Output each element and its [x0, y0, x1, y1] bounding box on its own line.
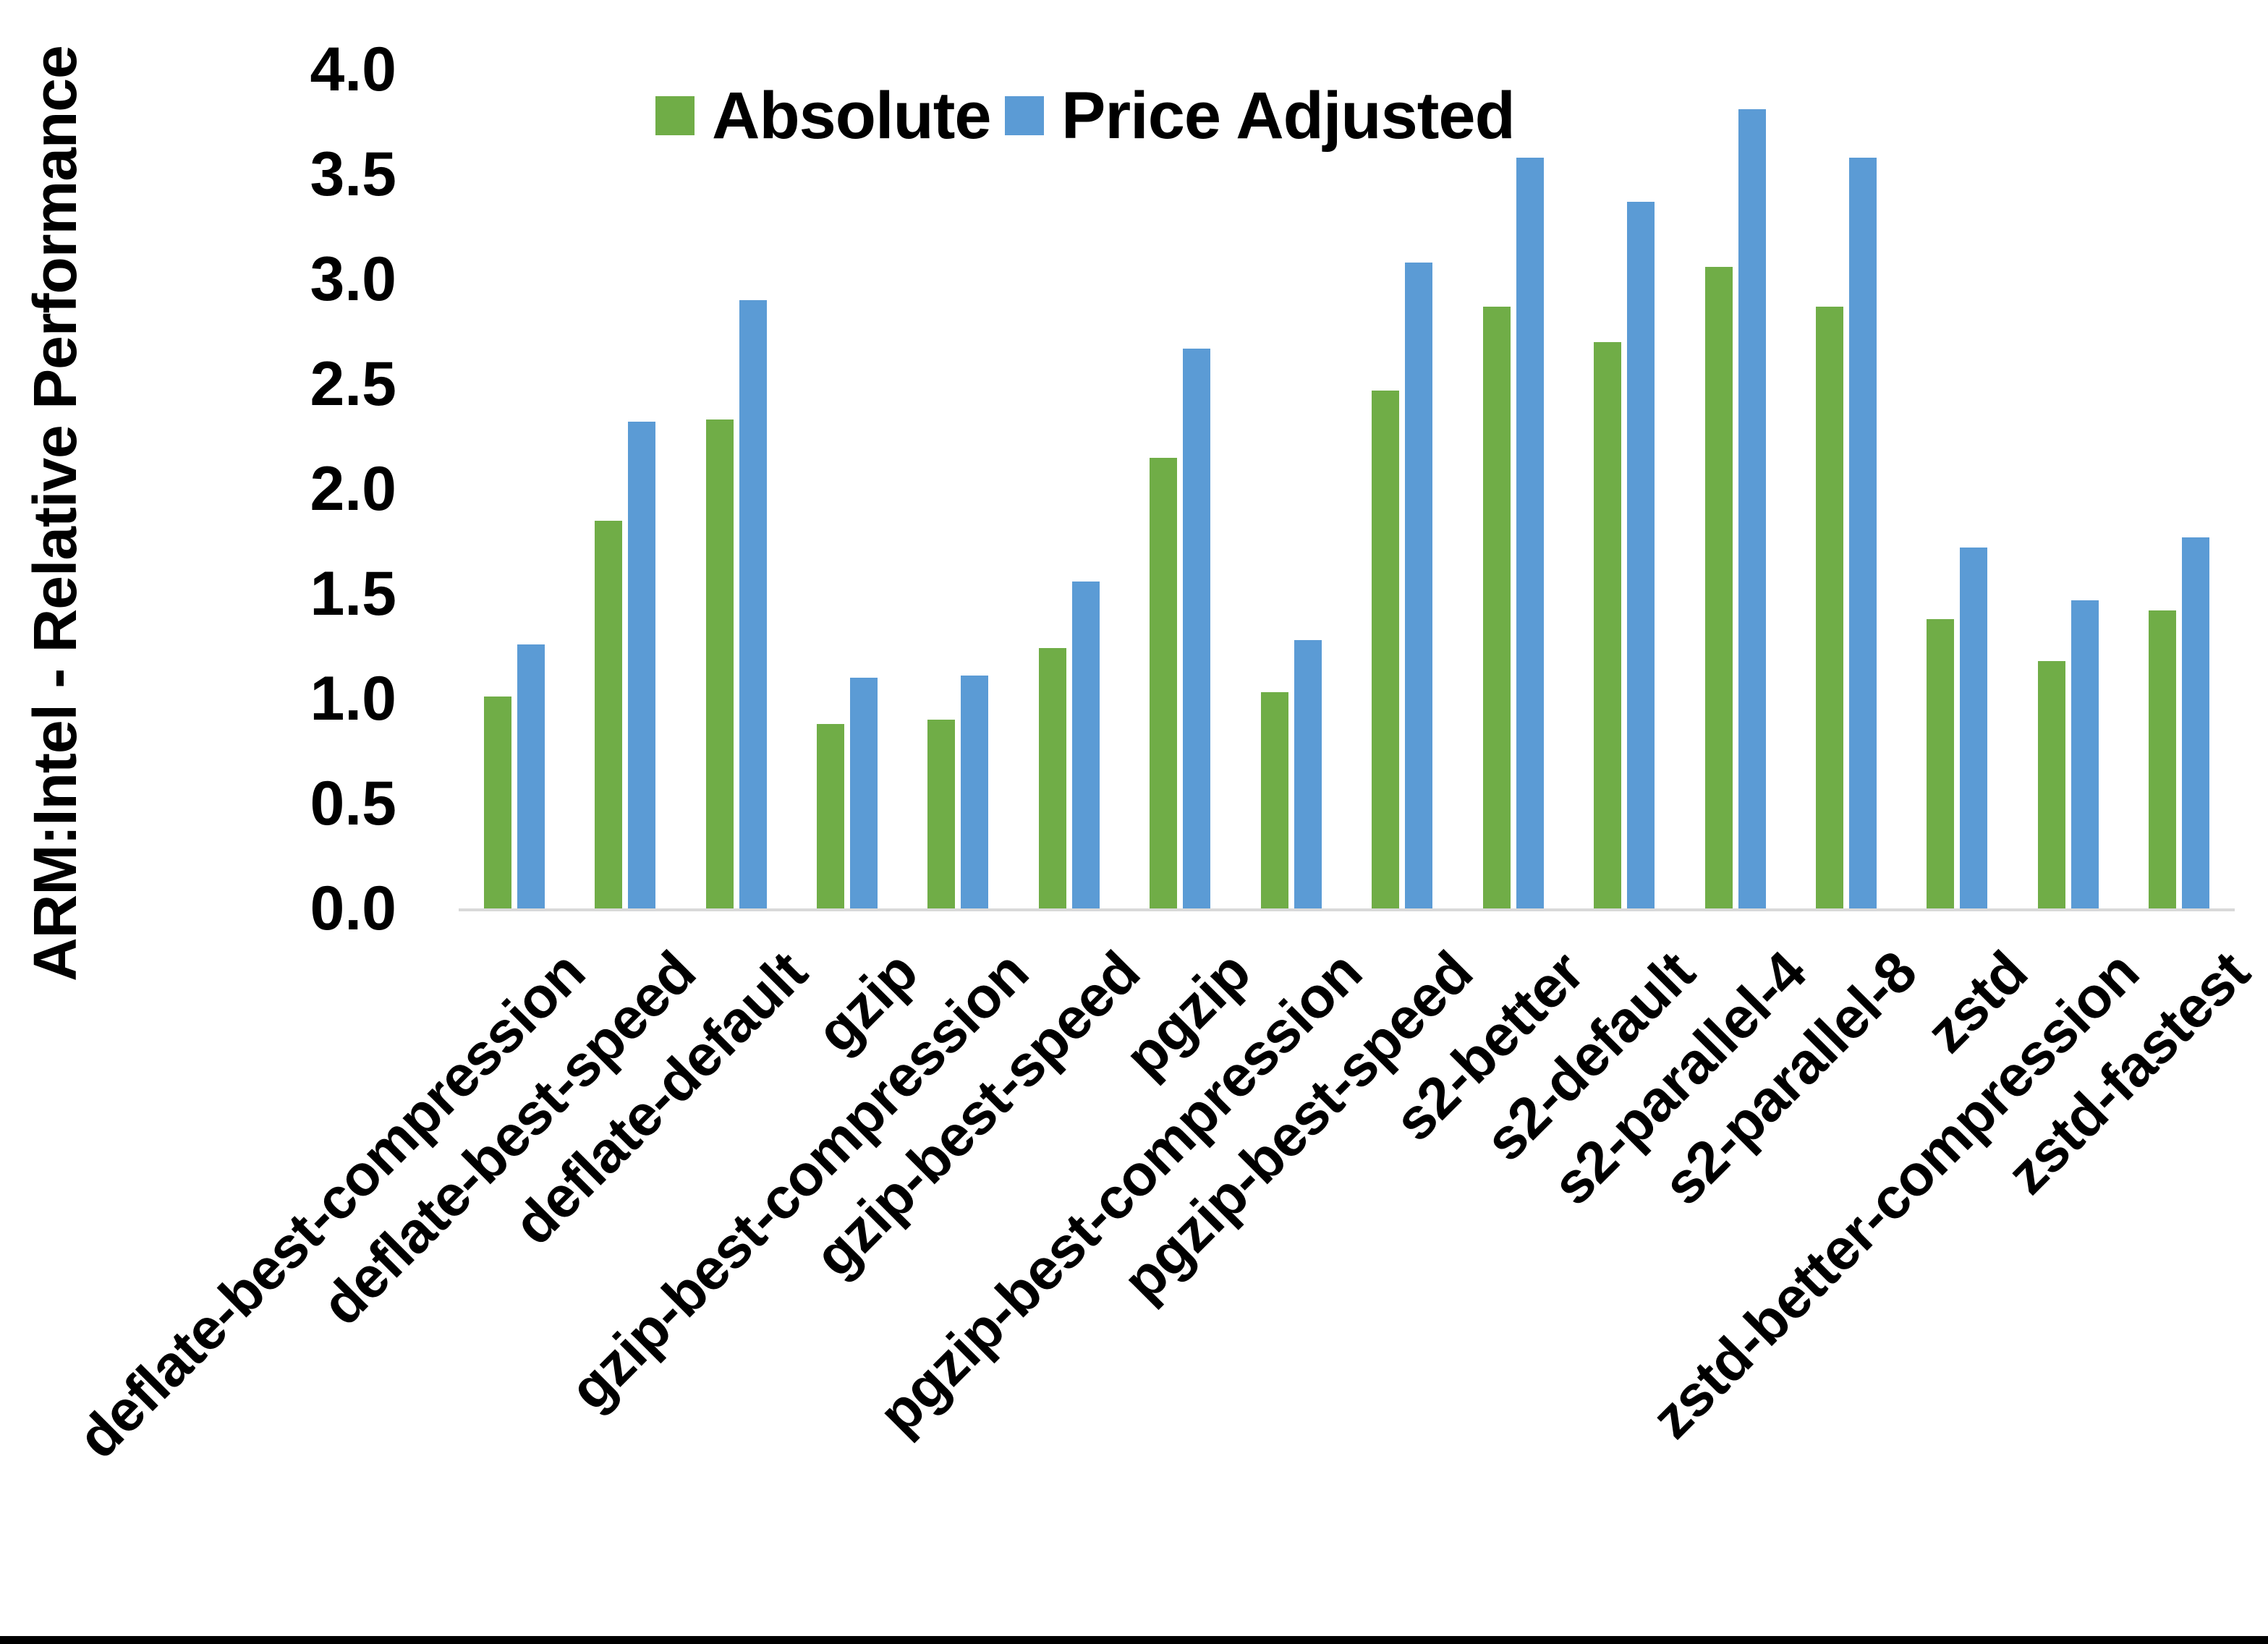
bar-zstd-better-compression-absolute — [2037, 660, 2065, 908]
bar-gzip-best-compression-absolute — [927, 720, 956, 908]
bar-zstd-absolute — [1927, 618, 1955, 908]
bar-s2-better-price-adjusted — [1516, 157, 1544, 908]
bar-s2-parallel-8-absolute — [1815, 306, 1843, 908]
y-tick-label: 2.0 — [310, 453, 396, 524]
y-tick-label: 4.0 — [310, 34, 396, 104]
y-tick-label: 2.5 — [310, 349, 396, 419]
bar-gzip-best-compression-price-adjusted — [961, 676, 989, 908]
bar-pgzip-best-speed-absolute — [1372, 390, 1400, 908]
bar-s2-parallel-4-absolute — [1704, 266, 1733, 908]
bar-pgzip-best-compression-absolute — [1260, 692, 1288, 908]
x-axis-line — [459, 908, 2235, 911]
y-tick-label: 1.0 — [310, 663, 396, 733]
legend-item-absolute: Absolute — [655, 79, 992, 153]
bar-deflate-default-absolute — [705, 419, 734, 908]
legend-label: Price Adjusted — [1061, 78, 1516, 153]
y-tick-label: 3.0 — [310, 244, 396, 314]
y-tick-label: 1.5 — [310, 558, 396, 629]
bar-pgzip-best-compression-price-adjusted — [1294, 639, 1322, 908]
bar-s2-default-absolute — [1594, 342, 1622, 908]
bar-s2-parallel-8-price-adjusted — [1848, 157, 1877, 908]
bar-s2-parallel-4-price-adjusted — [1738, 109, 1766, 908]
bar-zstd-better-compression-price-adjusted — [2070, 600, 2099, 908]
bar-deflate-best-compression-absolute — [483, 697, 511, 908]
bar-s2-default-price-adjusted — [1627, 201, 1655, 908]
bar-zstd-fastest-absolute — [2149, 610, 2177, 908]
y-axis-title: ARM:Intel - Relative Performance — [21, 46, 89, 981]
bottom-border — [0, 1636, 2268, 1644]
bar-pgzip-best-speed-price-adjusted — [1405, 262, 1433, 908]
y-tick-label: 0.5 — [310, 768, 396, 838]
legend-item-price-adjusted: Price Adjusted — [1005, 79, 1516, 153]
bar-pgzip-absolute — [1150, 457, 1178, 908]
legend-swatch-icon — [655, 96, 695, 135]
bar-gzip-best-speed-price-adjusted — [1071, 581, 1100, 908]
legend-label: Absolute — [712, 78, 992, 153]
bar-pgzip-price-adjusted — [1183, 348, 1211, 908]
y-tick-label: 0.0 — [310, 873, 396, 943]
legend-swatch-icon — [1005, 96, 1044, 135]
bar-deflate-best-speed-price-adjusted — [628, 422, 656, 908]
bar-gzip-best-speed-absolute — [1038, 648, 1066, 908]
bar-zstd-fastest-price-adjusted — [2182, 537, 2210, 908]
bar-deflate-best-speed-absolute — [595, 520, 623, 908]
bar-deflate-best-compression-price-adjusted — [517, 644, 545, 908]
y-tick-label: 3.5 — [310, 139, 396, 209]
bar-gzip-price-adjusted — [850, 678, 878, 908]
bar-deflate-default-price-adjusted — [739, 300, 767, 908]
bar-s2-better-absolute — [1482, 306, 1511, 908]
bar-zstd-price-adjusted — [1960, 548, 1988, 908]
bar-gzip-absolute — [817, 723, 845, 908]
